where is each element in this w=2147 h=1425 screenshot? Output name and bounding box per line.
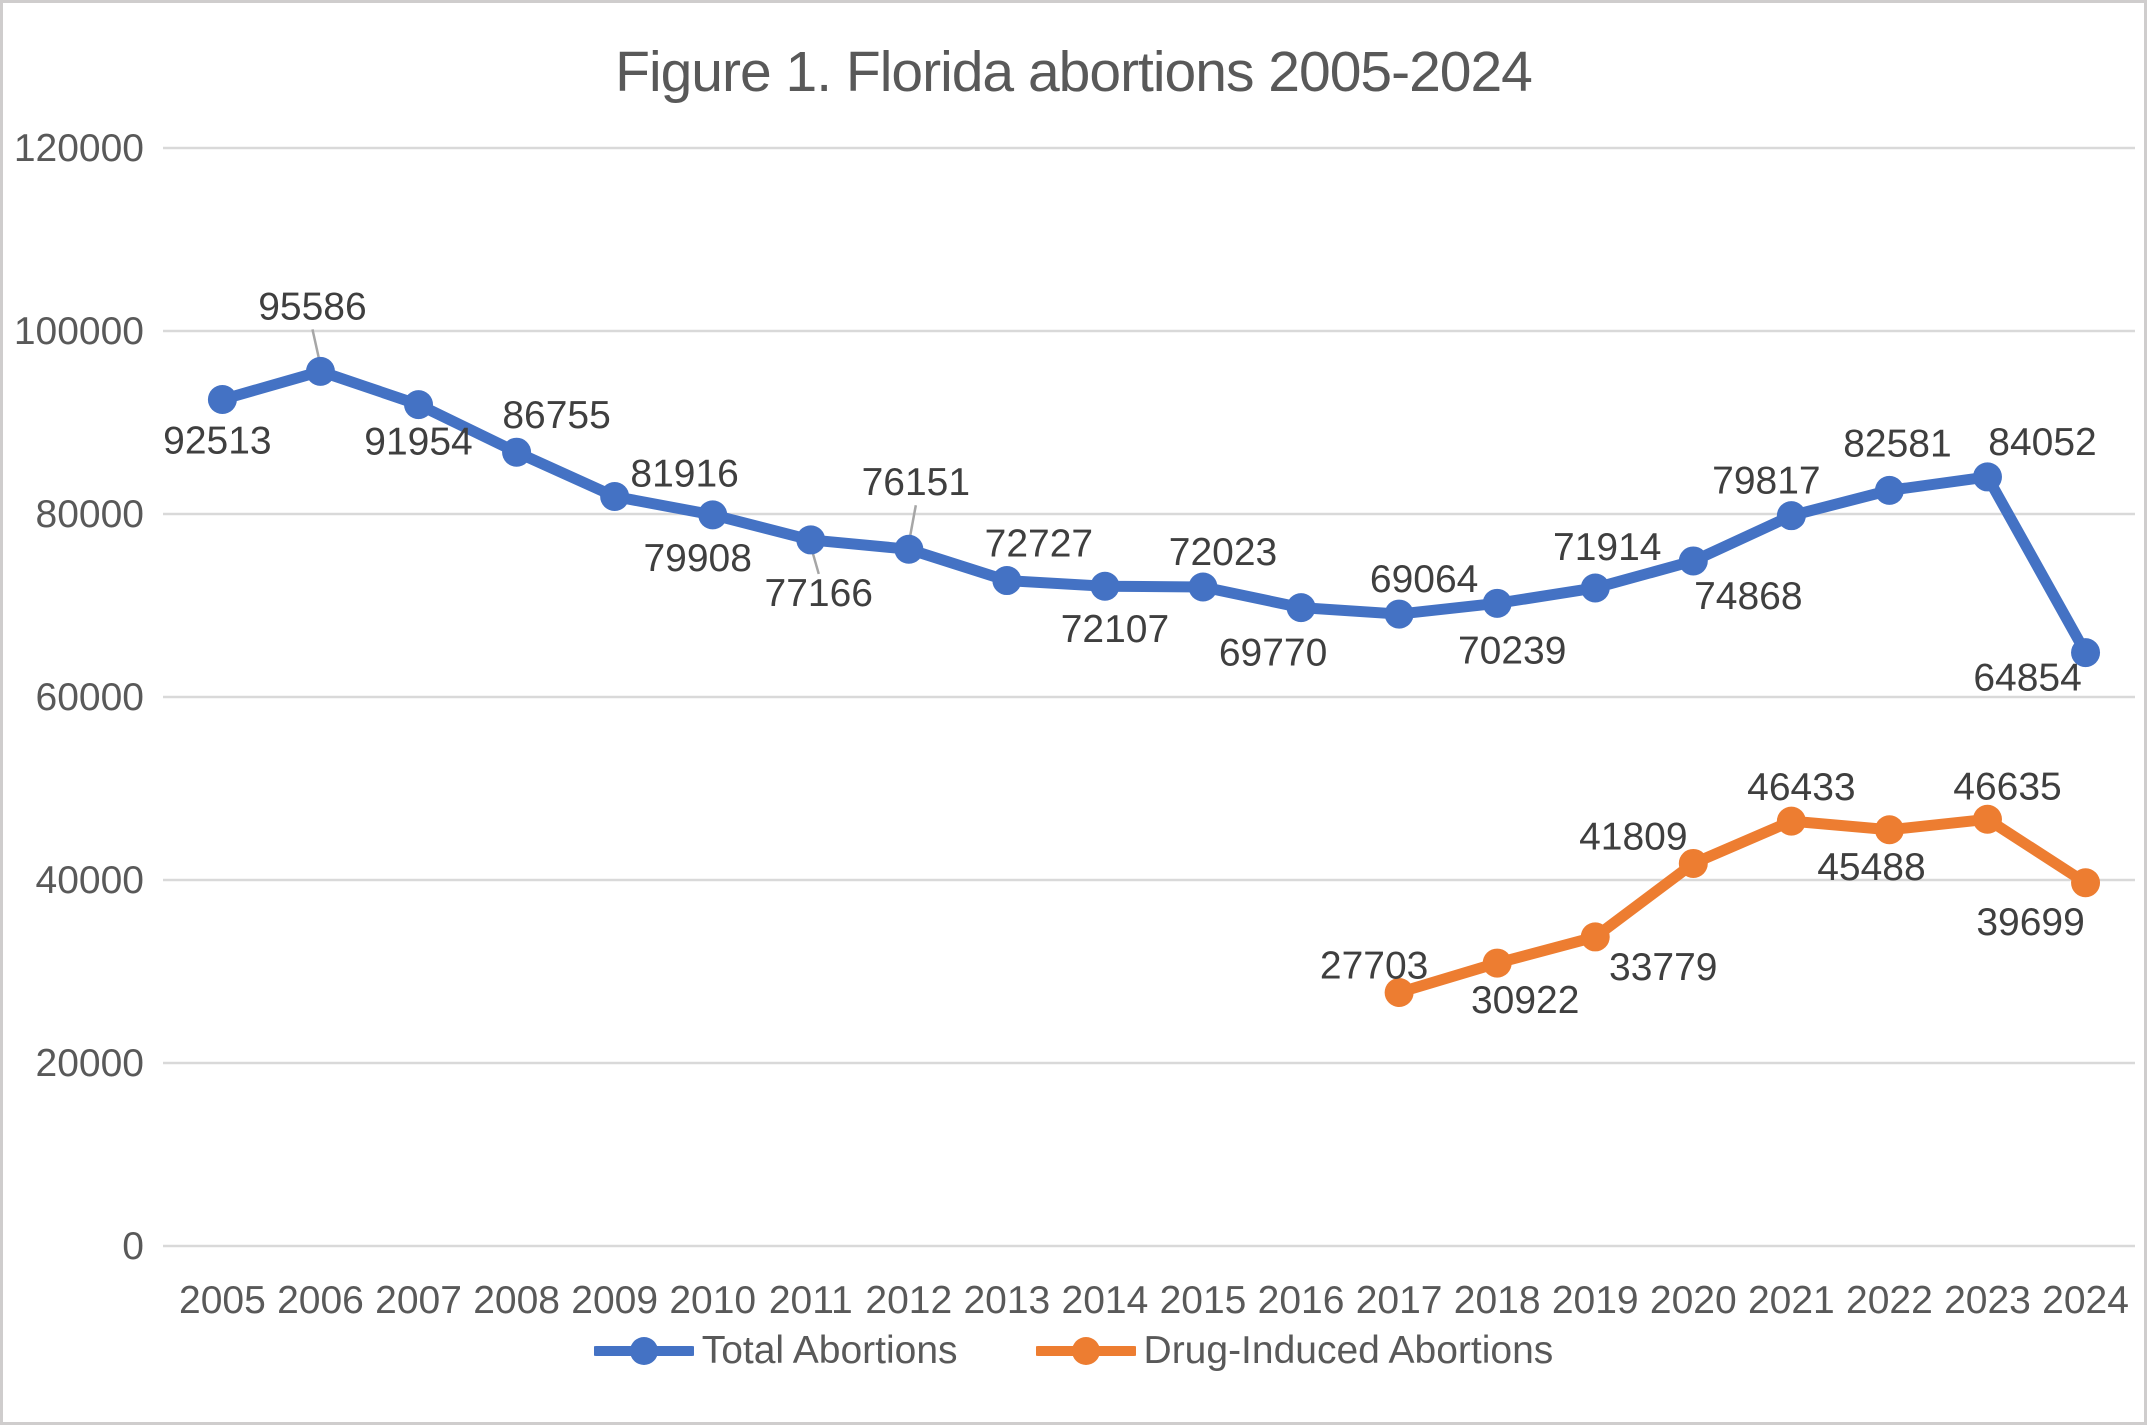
data-point-marker-0 [1384,599,1414,629]
x-axis-tick-label: 2020 [1650,1279,1737,1322]
data-point-marker-0 [1972,462,2002,492]
chart-title: Figure 1. Florida abortions 2005-2024 [615,40,1533,104]
y-axis-tick-label: 20000 [36,1042,144,1085]
data-point-label: 92513 [163,420,271,463]
data-point-marker-0 [2071,638,2101,668]
data-point-marker-0 [207,385,237,415]
data-point-label: 72023 [1169,531,1277,574]
data-point-marker-0 [1776,501,1806,531]
data-point-label: 30922 [1471,979,1579,1022]
data-point-marker-0 [600,481,630,511]
data-point-marker-0 [404,390,434,420]
data-point-marker-1 [1580,922,1610,952]
data-point-marker-1 [1972,804,2002,834]
x-axis-tick-label: 2007 [375,1279,462,1322]
data-point-label: 72107 [1061,608,1169,651]
data-point-label: 72727 [985,523,1093,566]
legend-item-drug-induced-abortions: Drug-Induced Abortions [1035,1329,1554,1373]
plot-canvas: 0 20000 40000 60000 80000 100000 120000 2005 200… [14,127,2135,1322]
data-point-marker-0 [1580,573,1610,603]
data-point-marker-0 [1482,588,1512,618]
x-axis-tick-label: 2011 [769,1279,853,1322]
data-point-marker-0 [1188,572,1218,602]
legend-label-total-abortions: Total Abortions [701,1329,958,1372]
data-point-label: 81916 [630,452,738,495]
x-axis-tick-label: 2006 [277,1279,364,1322]
data-point-label: 64854 [1973,657,2081,700]
y-axis-tick-label: 80000 [36,493,144,536]
data-point-marker-0 [305,356,335,386]
y-axis-tick-label: 100000 [14,310,144,353]
line-marker-icon [1035,1337,1136,1365]
legend: Total Abortions Drug-Induced Abortions [3,1329,2144,1373]
data-point-marker-1 [1776,806,1806,836]
y-axis-tick-label: 60000 [36,676,144,719]
series-line-0 [216,365,2092,659]
data-point-marker-1 [1482,948,1512,978]
data-point-label: 69770 [1219,632,1327,675]
data-point-marker-0 [1286,593,1316,623]
data-point-marker-0 [502,437,532,467]
data-point-label: 91954 [364,421,472,464]
x-axis-tick-label: 2008 [473,1279,560,1322]
y-axis-tick-label: 120000 [14,127,144,170]
x-axis-tick-label: 2024 [2042,1279,2129,1322]
data-point-label: 95586 [258,285,366,328]
data-point-marker-0 [1874,475,1904,505]
data-point-label: 84052 [1988,421,2096,464]
data-point-label: 71914 [1553,526,1661,569]
data-point-marker-0 [1090,571,1120,601]
x-axis-tick-label: 2022 [1846,1279,1933,1322]
data-point-label: 33779 [1609,946,1717,989]
y-axis-tick-label: 0 [122,1225,144,1268]
data-point-label: 41809 [1579,815,1687,858]
data-point-label: 45488 [1817,846,1925,889]
data-point-label: 70239 [1458,629,1566,672]
data-point-label: 39699 [1976,901,2084,944]
x-axis-tick-label: 2017 [1356,1279,1443,1322]
data-point-label: 86755 [502,394,610,437]
x-axis-tick-label: 2012 [865,1279,952,1322]
x-axis-tick-label: 2009 [571,1279,658,1322]
data-point-marker-0 [1678,546,1708,576]
data-point-marker-1 [2071,868,2101,898]
data-point-label: 46433 [1747,766,1855,809]
x-axis-tick-label: 2018 [1454,1279,1541,1322]
data-point-label: 79817 [1712,460,1820,503]
data-point-label: 69064 [1370,558,1478,601]
data-point-marker-0 [796,525,826,555]
line-marker-icon [593,1337,694,1365]
series-line-1 [1393,813,2092,999]
x-axis-tick-label: 2016 [1258,1279,1345,1322]
x-axis-tick-label: 2010 [669,1279,756,1322]
data-point-marker-0 [894,534,924,564]
legend-label-drug-induced-abortions: Drug-Induced Abortions [1143,1329,1554,1372]
data-point-label: 27703 [1320,945,1428,988]
x-axis-tick-label: 2023 [1944,1279,2031,1322]
x-axis-tick-label: 2013 [963,1279,1050,1322]
legend-item-total-abortions: Total Abortions [593,1329,958,1373]
x-axis-tick-label: 2015 [1160,1279,1247,1322]
x-axis-tick-label: 2014 [1062,1279,1149,1322]
y-axis-tick-label: 40000 [36,859,144,902]
data-point-label: 77166 [765,572,873,615]
data-point-label: 74868 [1694,575,1802,618]
data-point-marker-1 [1678,848,1708,878]
x-axis-tick-label: 2005 [179,1279,266,1322]
data-point-label: 82581 [1843,422,1951,465]
x-axis-tick-label: 2021 [1748,1279,1835,1322]
data-point-label: 46635 [1953,765,2061,808]
data-point-marker-0 [698,500,728,530]
data-point-marker-1 [1874,815,1904,845]
data-point-marker-1 [1384,978,1414,1008]
data-point-marker-0 [992,566,1022,596]
data-point-label: 76151 [862,461,970,504]
data-point-label: 79908 [643,537,751,580]
x-axis-tick-label: 2019 [1552,1279,1639,1322]
